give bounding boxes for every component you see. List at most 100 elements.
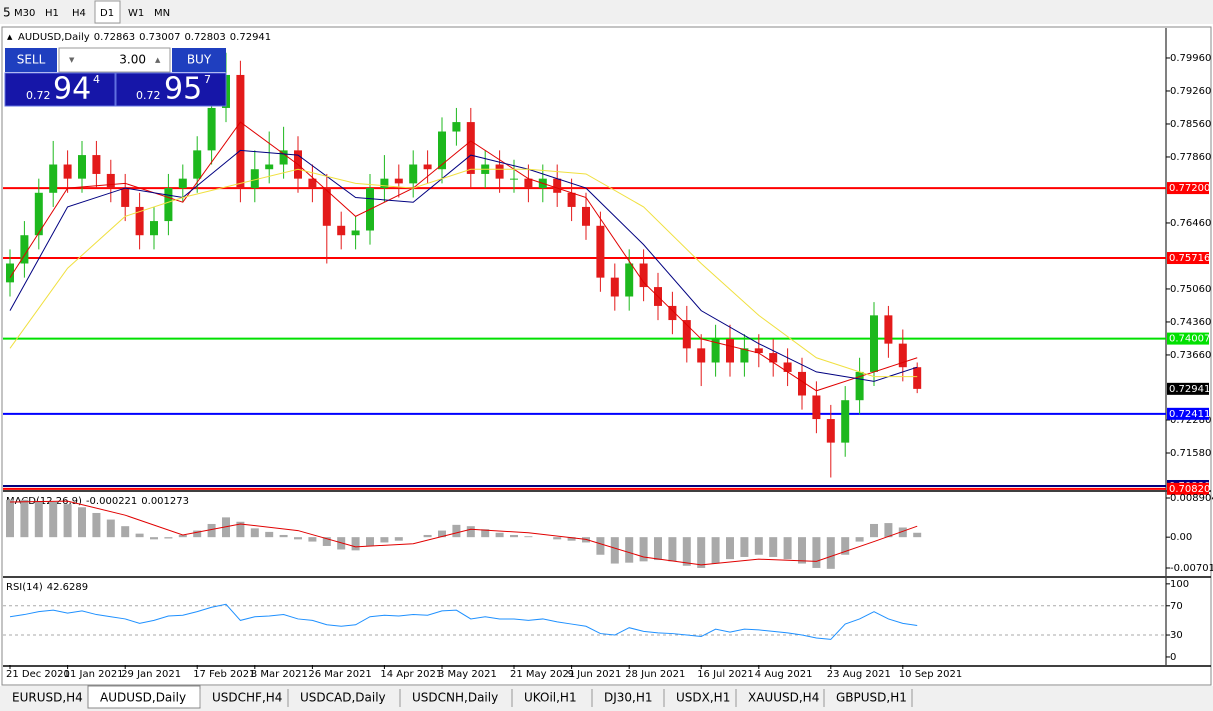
- macd-bar: [337, 537, 346, 550]
- chart-tab[interactable]: USDX,H1: [676, 691, 730, 705]
- candle-body: [870, 315, 878, 372]
- chart-tab[interactable]: DJ30,H1: [604, 691, 653, 705]
- candle-body: [6, 263, 14, 283]
- chart-tab[interactable]: USDCNH,Daily: [412, 691, 498, 705]
- chart-frame: [1, 26, 1212, 686]
- chart-tab[interactable]: USDCAD,Daily: [300, 691, 386, 705]
- timeframe[interactable]: MN: [154, 8, 170, 19]
- timeframe[interactable]: 5: [3, 6, 11, 20]
- macd-bar: [78, 507, 86, 538]
- candle-body: [524, 178, 533, 189]
- timeframe[interactable]: H1: [45, 8, 59, 19]
- level-label: 0.72411: [1169, 409, 1210, 420]
- level-tag: [1167, 482, 1209, 495]
- timeframe[interactable]: W1: [128, 8, 144, 19]
- volume: 3.00: [119, 53, 146, 67]
- macd-bar: [740, 537, 749, 557]
- macd-bar: [567, 537, 576, 541]
- x-tick-label: 21 May 2021: [510, 669, 575, 680]
- candle-body: [582, 206, 590, 226]
- chart-tab[interactable]: EURUSD,H4: [12, 691, 83, 705]
- sell-label: SELL: [17, 53, 46, 67]
- chart-tab[interactable]: XAUUSD,H4: [748, 691, 819, 705]
- candle-body: [106, 173, 115, 189]
- sell-button[interactable]: [5, 48, 57, 72]
- macd-bar: [49, 501, 58, 538]
- last-price-label: 0.72941: [1169, 384, 1210, 395]
- x-tick-label: 4 Aug 2021: [755, 669, 813, 680]
- header-value: 0.73007: [139, 32, 180, 43]
- header-value: -0.000221: [86, 496, 137, 507]
- y-tick-label: 30: [1170, 630, 1183, 641]
- plot: 0.79960 0.79260 0.78560 0.77860 0.76460 0.750…: [3, 28, 1213, 680]
- macd-bar: [265, 531, 274, 538]
- macd-bar: [250, 528, 259, 538]
- ask-box[interactable]: [115, 72, 227, 107]
- panel-title: AUDUSD,Daily: [18, 32, 90, 43]
- candle-body: [438, 131, 446, 170]
- candle-body: [510, 178, 518, 180]
- candle-body: [625, 263, 634, 297]
- chart-tab[interactable]: UKOil,H1: [524, 691, 577, 705]
- macd-bar: [654, 537, 662, 561]
- macd-bar: [279, 534, 288, 538]
- candle-body: [639, 263, 648, 288]
- bid-box[interactable]: [4, 72, 116, 107]
- candle-body: [610, 277, 619, 297]
- macd-bar: [726, 537, 734, 560]
- macd-bar: [553, 537, 562, 540]
- candle-body: [711, 338, 720, 363]
- candle-body: [193, 150, 202, 179]
- macd-bar: [610, 537, 619, 564]
- active-timeframe: [94, 0, 121, 24]
- ask-prefix: 0.72: [136, 89, 161, 102]
- spin-up[interactable]: ▲: [155, 56, 161, 64]
- x-tick-label: 11 Jan 2021: [64, 669, 124, 680]
- level-tag: [1167, 182, 1209, 195]
- bid-big: 94: [53, 72, 91, 107]
- x-tick-label: 28 Jun 2021: [625, 669, 685, 680]
- macd-bar: [495, 532, 504, 538]
- macd-bar: [884, 523, 893, 538]
- timeframe[interactable]: H4: [72, 8, 86, 19]
- candle-body: [236, 74, 245, 189]
- buy-button[interactable]: [172, 48, 226, 72]
- level-tag: [1167, 252, 1209, 265]
- candle-body: [279, 150, 288, 165]
- candle-body: [884, 315, 893, 344]
- y-tick-label: 0.008904: [1170, 493, 1213, 504]
- timeframe[interactable]: D1: [100, 8, 114, 19]
- volume-input[interactable]: [58, 47, 171, 73]
- macd-bar: [106, 519, 115, 538]
- tab-bar: [0, 686, 1213, 711]
- candle-body: [898, 343, 907, 368]
- macd-bar: [754, 537, 763, 555]
- x-tick-label: 14 Apr 2021: [380, 669, 442, 680]
- x-tick-label: 21 Dec 2020: [6, 669, 70, 680]
- macd-bar: [812, 537, 821, 568]
- header-value: 0.72803: [184, 32, 225, 43]
- y-tick-label: 0.76460: [1170, 218, 1211, 229]
- macd-bar: [92, 512, 101, 538]
- macd-bar: [394, 537, 403, 541]
- candle-body: [322, 188, 331, 226]
- chart-tab[interactable]: GBPUSD,H1: [836, 691, 907, 705]
- candle-body: [394, 178, 403, 184]
- candle-body: [164, 188, 173, 222]
- macd-bar: [294, 537, 302, 540]
- candle-body: [798, 371, 806, 396]
- tabs: EURUSD,H4 AUDUSD,Daily USDCHF,H4 USDCAD,Dai…: [12, 685, 913, 709]
- candle-body: [49, 164, 58, 193]
- candle-body: [783, 362, 792, 372]
- macd-bar: [193, 530, 202, 538]
- spin-down[interactable]: ▼: [69, 56, 75, 64]
- chart-tab[interactable]: USDCHF,H4: [212, 691, 282, 705]
- chart-tab[interactable]: AUDUSD,Daily: [100, 691, 186, 705]
- timeframe[interactable]: M30: [14, 8, 35, 19]
- y-tick-label: 0: [1170, 652, 1176, 663]
- candle-body: [668, 305, 677, 321]
- candle-body: [20, 235, 29, 264]
- panel-title: RSI(14): [6, 582, 43, 593]
- candle-body: [250, 169, 259, 189]
